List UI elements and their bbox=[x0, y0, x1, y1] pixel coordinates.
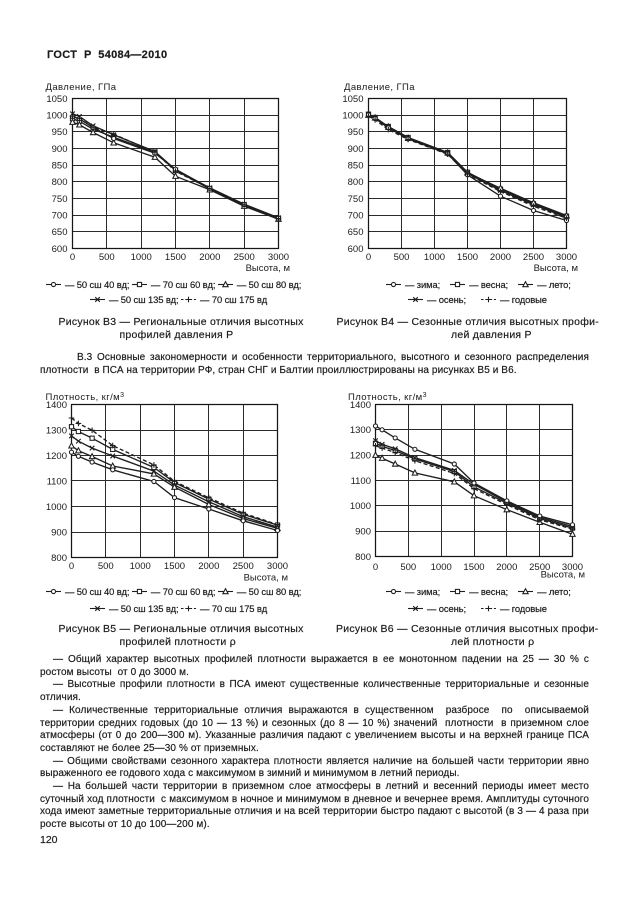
svg-text:1000: 1000 bbox=[130, 561, 151, 572]
svg-text:1000: 1000 bbox=[431, 562, 452, 573]
svg-text:1500: 1500 bbox=[165, 252, 186, 263]
svg-text:750: 750 bbox=[348, 194, 364, 205]
svg-text:600: 600 bbox=[52, 244, 68, 255]
svg-text:800: 800 bbox=[355, 552, 371, 563]
svg-text:1400: 1400 bbox=[350, 400, 371, 411]
svg-text:700: 700 bbox=[348, 211, 364, 222]
svg-text:2000: 2000 bbox=[198, 561, 219, 572]
svg-text:1200: 1200 bbox=[350, 451, 371, 462]
svg-text:500: 500 bbox=[99, 252, 115, 263]
svg-text:700: 700 bbox=[52, 211, 68, 222]
svg-text:2000: 2000 bbox=[490, 252, 511, 263]
svg-text:Высота, м: Высота, м bbox=[534, 263, 578, 274]
svg-text:Давление, ГПа: Давление, ГПа bbox=[46, 82, 117, 93]
svg-text:1000: 1000 bbox=[342, 111, 363, 122]
svg-text:1000: 1000 bbox=[46, 502, 67, 513]
svg-text:Высота, м: Высота, м bbox=[246, 263, 290, 274]
svg-text:500: 500 bbox=[394, 252, 410, 263]
svg-text:2000: 2000 bbox=[199, 252, 220, 263]
svg-text:3000: 3000 bbox=[556, 252, 577, 263]
svg-text:600: 600 bbox=[348, 244, 364, 255]
svg-text:1000: 1000 bbox=[46, 111, 67, 122]
svg-text:850: 850 bbox=[52, 161, 68, 172]
svg-text:750: 750 bbox=[52, 194, 68, 205]
svg-text:2500: 2500 bbox=[234, 252, 255, 263]
svg-text:0: 0 bbox=[69, 561, 74, 572]
svg-text:900: 900 bbox=[355, 527, 371, 538]
svg-text:1050: 1050 bbox=[342, 94, 363, 105]
svg-text:650: 650 bbox=[52, 227, 68, 238]
svg-text:500: 500 bbox=[400, 562, 416, 573]
svg-text:1500: 1500 bbox=[457, 252, 478, 263]
svg-text:1100: 1100 bbox=[351, 476, 371, 487]
svg-text:1000: 1000 bbox=[131, 252, 152, 263]
svg-text:1200: 1200 bbox=[46, 451, 67, 462]
svg-text:Высота, м: Высота, м bbox=[244, 573, 288, 584]
svg-text:950: 950 bbox=[348, 127, 364, 138]
svg-text:1500: 1500 bbox=[463, 562, 484, 573]
svg-text:1050: 1050 bbox=[46, 94, 67, 105]
svg-text:1300: 1300 bbox=[46, 425, 67, 436]
svg-text:3000: 3000 bbox=[562, 562, 583, 573]
svg-text:Плотность, кг/м3: Плотность, кг/м3 bbox=[46, 392, 125, 403]
svg-text:900: 900 bbox=[51, 527, 67, 538]
svg-text:3000: 3000 bbox=[268, 252, 289, 263]
svg-text:1000: 1000 bbox=[424, 252, 445, 263]
svg-text:3000: 3000 bbox=[267, 561, 288, 572]
svg-text:800: 800 bbox=[348, 177, 364, 188]
svg-text:2000: 2000 bbox=[496, 562, 517, 573]
svg-text:0: 0 bbox=[70, 252, 75, 263]
svg-text:2500: 2500 bbox=[523, 252, 544, 263]
svg-text:Высота, м: Высота, м bbox=[541, 570, 585, 581]
svg-text:Плотность, кг/м3: Плотность, кг/м3 bbox=[348, 392, 427, 403]
svg-text:500: 500 bbox=[98, 561, 114, 572]
svg-text:1300: 1300 bbox=[350, 425, 371, 436]
svg-text:900: 900 bbox=[52, 144, 68, 155]
svg-text:0: 0 bbox=[366, 252, 371, 263]
svg-text:Давление, ГПа: Давление, ГПа bbox=[344, 82, 415, 93]
svg-text:1400: 1400 bbox=[46, 400, 67, 411]
svg-text:950: 950 bbox=[52, 127, 68, 138]
svg-text:0: 0 bbox=[373, 562, 378, 573]
svg-text:900: 900 bbox=[348, 144, 364, 155]
svg-text:1000: 1000 bbox=[350, 501, 371, 512]
svg-text:1500: 1500 bbox=[164, 561, 185, 572]
svg-text:800: 800 bbox=[52, 177, 68, 188]
svg-text:650: 650 bbox=[348, 227, 364, 238]
svg-text:800: 800 bbox=[51, 553, 67, 564]
svg-text:850: 850 bbox=[348, 161, 364, 172]
svg-text:2500: 2500 bbox=[529, 562, 550, 573]
svg-text:1100: 1100 bbox=[47, 476, 67, 487]
svg-text:2500: 2500 bbox=[233, 561, 254, 572]
